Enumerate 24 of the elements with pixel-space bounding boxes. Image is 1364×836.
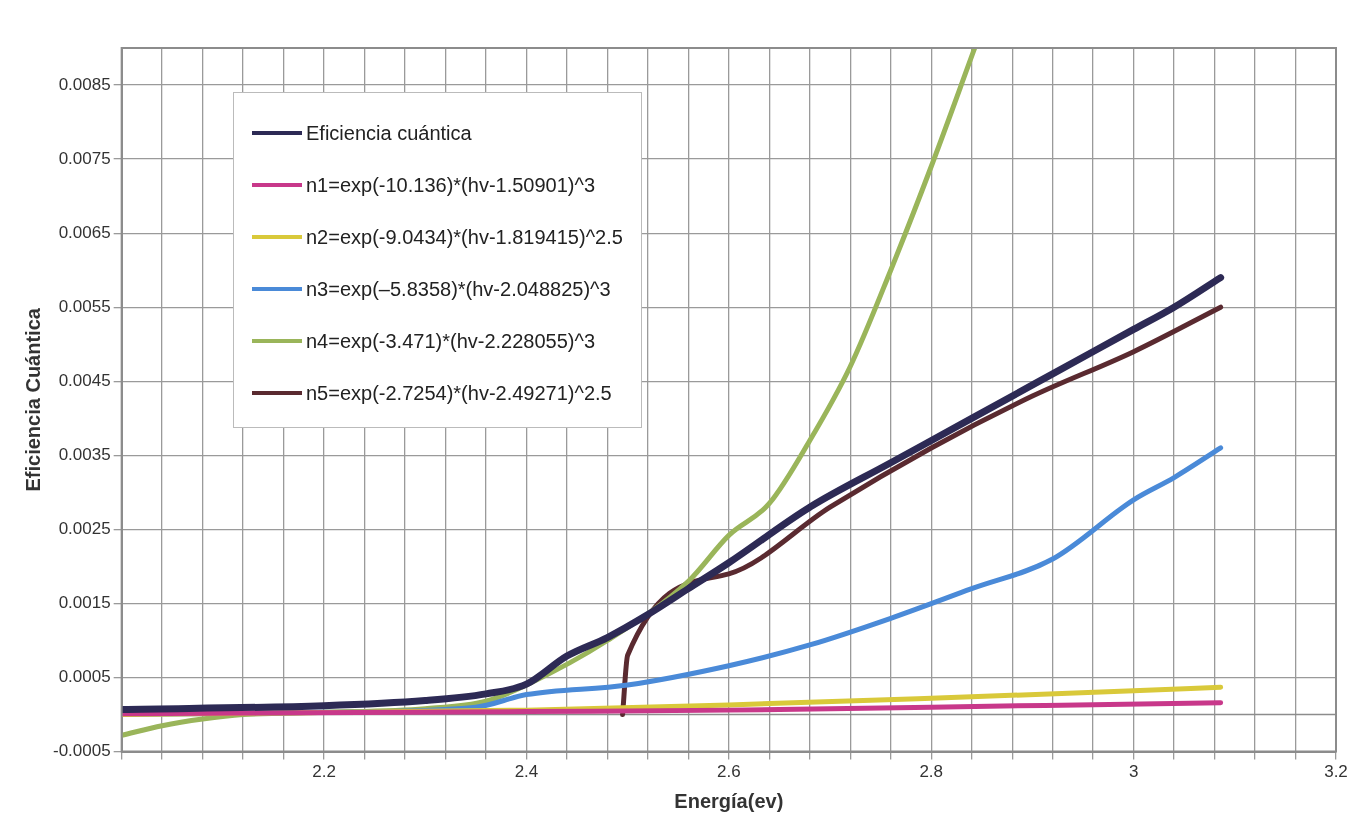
y-tick-label: -0.0005 <box>52 741 111 761</box>
legend-label: n4=exp(-3.471)*(hv-2.228055)^3 <box>306 329 596 353</box>
legend-label: n3=exp(–5.8358)*(hv-2.048825)^3 <box>306 277 611 301</box>
y-tick-label: 0.0085 <box>58 74 111 94</box>
y-tick-label: 0.0015 <box>58 593 111 613</box>
x-tick-label: 2.6 <box>717 762 741 782</box>
x-tick-label: 2.8 <box>919 762 944 782</box>
y-tick-label: 0.0055 <box>58 296 111 316</box>
x-tick-label: 2.2 <box>312 762 336 782</box>
y-tick-label: 0.0045 <box>58 370 111 390</box>
legend-label: n5=exp(-2.7254)*(hv-2.49271)^2.5 <box>306 381 612 405</box>
x-tick-label: 3 <box>1128 762 1139 782</box>
x-tick-label: 3.2 <box>1324 762 1348 782</box>
legend-label: n1=exp(-10.136)*(hv-1.50901)^3 <box>306 173 596 197</box>
y-tick-label: 0.0025 <box>58 519 111 539</box>
y-tick-label: 0.0005 <box>58 667 111 687</box>
y-axis-title: Eficiencia Cuántica <box>21 307 44 492</box>
legend-label: n2=exp(-9.0434)*(hv-1.819415)^2.5 <box>306 225 623 249</box>
y-tick-label: 0.0065 <box>58 222 111 242</box>
legend-label: Eficiencia cuántica <box>306 121 472 145</box>
y-tick-label: 0.0075 <box>58 148 111 168</box>
x-axis-title: Energía(ev) <box>674 789 784 812</box>
y-tick-label: 0.0035 <box>58 445 111 465</box>
x-tick-label: 2.4 <box>514 762 539 782</box>
